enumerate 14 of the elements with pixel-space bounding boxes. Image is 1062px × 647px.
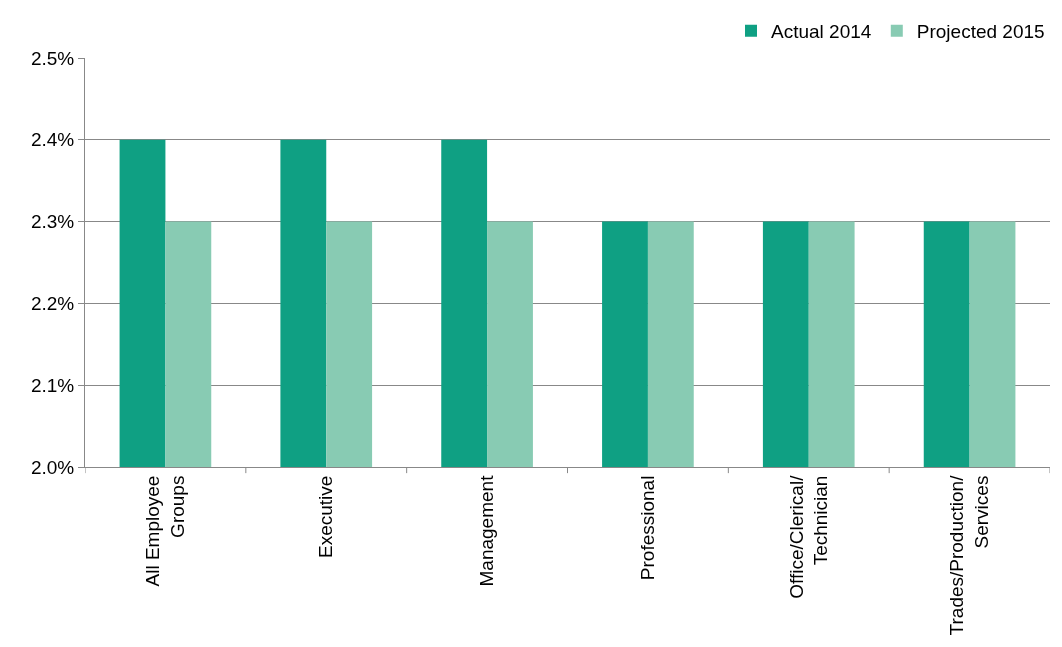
y-tick-label: 2.0% bbox=[30, 456, 75, 478]
y-tick-label: 2.3% bbox=[30, 211, 75, 233]
x-tick-label: Executive bbox=[315, 475, 337, 558]
y-tick-label: 2.1% bbox=[30, 374, 75, 396]
x-tick-label: Trades/Production/ Services bbox=[946, 474, 993, 636]
x-tick-label: Professional bbox=[637, 475, 659, 581]
x-tick-label: Office/Clerical/ Technician bbox=[785, 474, 832, 599]
y-tick-label: 2.5% bbox=[30, 47, 75, 69]
y-tick-label: 2.2% bbox=[30, 293, 75, 315]
y-tick-label: 2.4% bbox=[30, 129, 75, 151]
legend-label: Actual 2014 bbox=[771, 21, 872, 43]
legend-label: Projected 2015 bbox=[916, 21, 1045, 43]
x-tick-label: All Employee Groups bbox=[142, 475, 188, 587]
x-tick-label: Management bbox=[476, 474, 498, 587]
